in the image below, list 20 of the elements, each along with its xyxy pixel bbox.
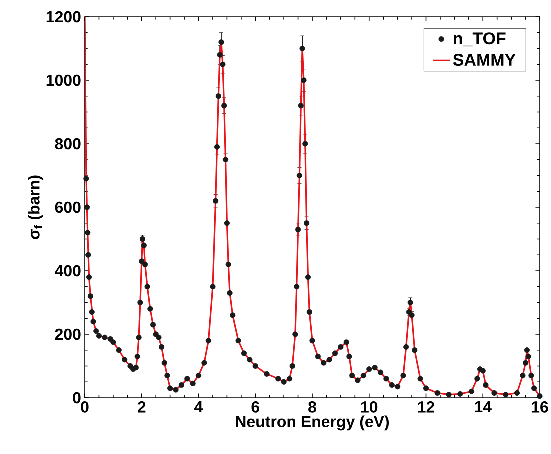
- x-tick-label: 6: [252, 402, 260, 413]
- legend-label: SAMMY: [453, 54, 516, 66]
- x-axis-title: Neutron Energy (eV): [236, 416, 390, 431]
- legend-label: n_TOF: [454, 32, 506, 47]
- y-tick-label: 200: [55, 328, 81, 340]
- x-tick-label: 16: [532, 402, 548, 413]
- x-tick-label: 4: [194, 402, 204, 413]
- x-tick-label: 10: [361, 402, 378, 413]
- x-tick-label: 2: [138, 402, 146, 413]
- x-tick-label: 12: [418, 402, 434, 413]
- y-tick-label: 600: [55, 202, 81, 214]
- y-tick-label: 400: [55, 265, 81, 277]
- y-tick-label: 0: [73, 392, 81, 404]
- y-tick-label: 800: [55, 138, 81, 150]
- y-axis-title: σ$_{f}$ (barn): [28, 176, 44, 240]
- x-tick-label: 14: [475, 402, 492, 413]
- x-tick-label: 0: [81, 402, 89, 413]
- y-tick-label: 1200: [46, 11, 81, 23]
- y-tick-label: 1000: [46, 74, 81, 86]
- x-tick-label: 8: [308, 402, 316, 413]
